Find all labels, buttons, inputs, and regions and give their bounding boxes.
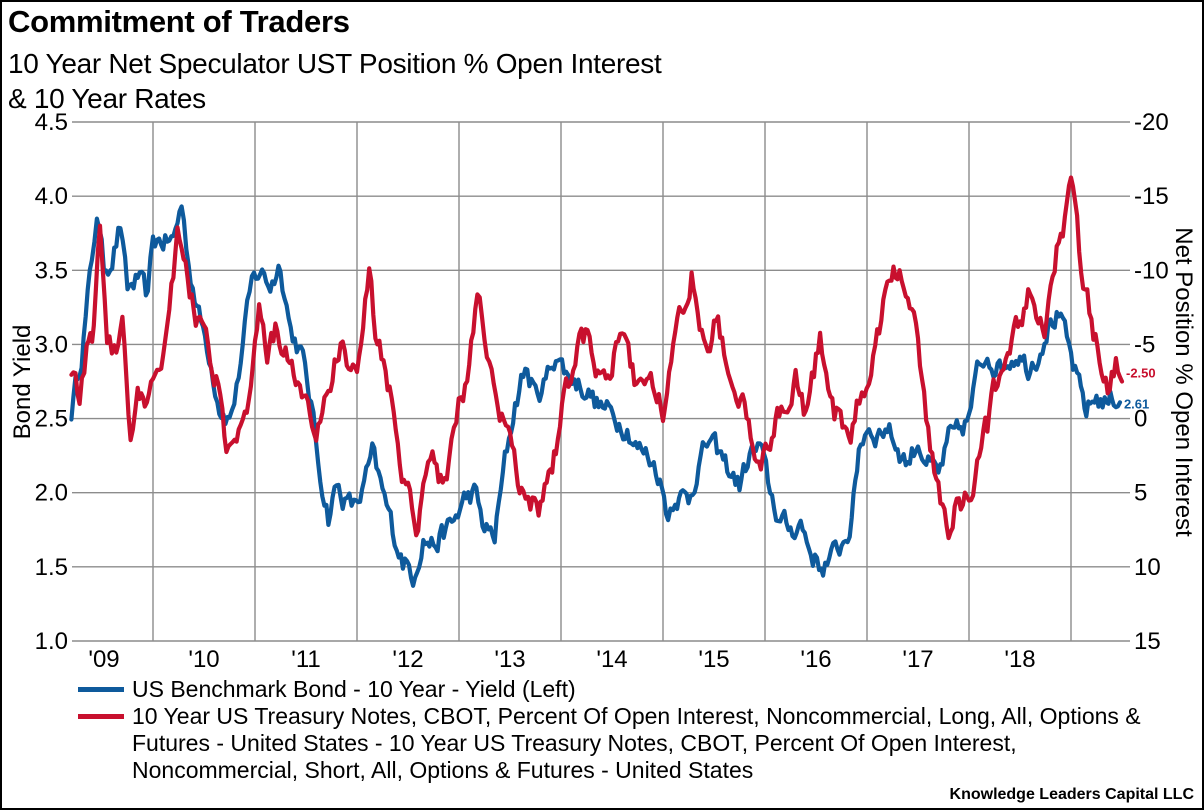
red-series-end-label: -2.50 [1126, 366, 1156, 381]
left-tick-label: 2.5 [35, 406, 68, 433]
legend-label-yield: US Benchmark Bond - 10 Year - Yield (Lef… [132, 676, 576, 702]
left-tick-label: 3.5 [35, 257, 68, 284]
legend-item-net-position: 10 Year US Treasury Notes, CBOT, Percent… [78, 703, 1182, 784]
right-tick-label: 10 [1134, 554, 1161, 581]
left-tick-label: 4.5 [35, 109, 68, 136]
x-tick-label: '16 [800, 646, 831, 673]
legend-swatch-blue [78, 687, 124, 692]
left-tick-label: 2.0 [35, 480, 68, 507]
x-tick-label: '18 [1004, 646, 1035, 673]
right-tick-label: 15 [1134, 628, 1161, 655]
left-tick-label: 1.5 [35, 554, 68, 581]
right-tick-label: -10 [1134, 257, 1169, 284]
right-tick-label: 5 [1134, 480, 1147, 507]
right-tick-label: -15 [1134, 183, 1169, 210]
left-tick-label: 3.0 [35, 331, 68, 358]
left-tick-label: 1.0 [35, 628, 68, 655]
x-tick-label: '14 [596, 646, 627, 673]
grid [72, 121, 1130, 642]
right-axis-title: Net Position % Open Interest [1170, 227, 1197, 537]
legend-swatch-red [78, 714, 124, 719]
left-axis-title: Bond Yield [9, 325, 36, 440]
legend-item-yield: US Benchmark Bond - 10 Year - Yield (Lef… [78, 676, 1182, 703]
right-tick-label: -20 [1134, 109, 1169, 136]
series-line-net-position [69, 175, 1125, 541]
x-tick-label: '13 [494, 646, 525, 673]
right-axis-ticks: -20 -15 -10 -5 0 5 10 15 [1134, 109, 1169, 655]
x-tick-label: '12 [392, 646, 423, 673]
legend-label-net-position: 10 Year US Treasury Notes, CBOT, Percent… [132, 703, 1141, 783]
legend: US Benchmark Bond - 10 Year - Yield (Lef… [78, 676, 1182, 784]
x-axis-ticks: '09 '10 '11 '12 '13 '14 '15 '16 '17 '18 [88, 646, 1035, 673]
x-tick-label: '10 [188, 646, 219, 673]
series-line-yield [69, 204, 1123, 588]
right-tick-label: -5 [1134, 331, 1155, 358]
x-tick-label: '11 [291, 646, 321, 673]
source-credit: Knowledge Leaders Capital LLC [949, 786, 1194, 803]
x-tick-label: '15 [698, 646, 729, 673]
left-tick-label: 4.0 [35, 183, 68, 210]
left-axis-ticks: 4.5 4.0 3.5 3.0 2.5 2.0 1.5 1.0 [35, 109, 68, 655]
blue-series-end-label: 2.61 [1124, 396, 1149, 411]
chart-subtitle-line-1: 10 Year Net Speculator UST Position % Op… [8, 48, 662, 79]
right-tick-label: 0 [1134, 406, 1147, 433]
x-tick-label: '09 [88, 646, 119, 673]
x-tick-label: '17 [902, 646, 933, 673]
chart-subtitle-line-2: & 10 Year Rates [8, 83, 206, 114]
series-layer [69, 175, 1125, 588]
chart-title: Commitment of Traders [8, 4, 350, 39]
